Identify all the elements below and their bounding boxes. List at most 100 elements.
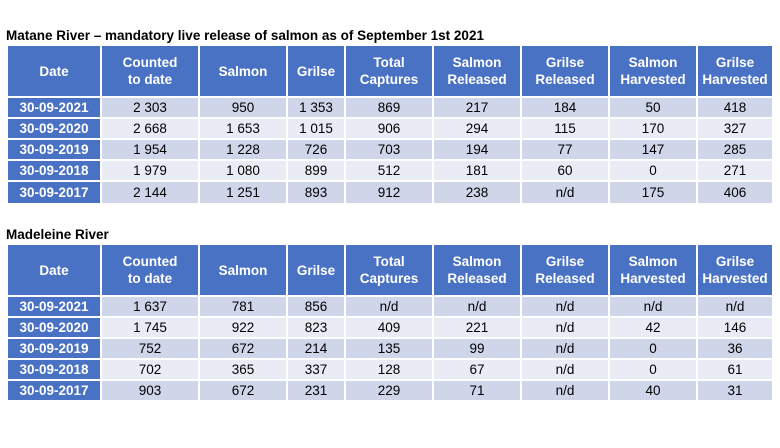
column-header: Grilse Harvested — [698, 46, 772, 96]
date-cell: 30-09-2017 — [8, 381, 100, 400]
column-header: Salmon Released — [434, 245, 520, 295]
date-cell: 30-09-2020 — [8, 119, 100, 138]
date-cell: 30-09-2018 — [8, 161, 100, 180]
column-header-text: Salmon — [218, 262, 268, 278]
table-cell: 175 — [610, 182, 696, 203]
column-header: Date — [8, 46, 100, 96]
table-cell: 31 — [698, 381, 772, 400]
column-header-text: Harvested — [702, 72, 768, 87]
table-cell: 922 — [200, 318, 286, 337]
table-cell: 327 — [698, 119, 772, 138]
column-header-text: Grilse — [296, 262, 336, 278]
column-header: Salmon — [200, 46, 286, 96]
date-cell: 30-09-2019 — [8, 339, 100, 358]
table-cell: n/d — [698, 297, 772, 316]
column-header-text: Salmon — [452, 55, 502, 70]
table-row: 30-09-2018 702 365 337 128 67 n/d 0 61 — [8, 360, 772, 379]
table-cell: 1 015 — [288, 119, 344, 138]
column-header: Grilse Released — [522, 46, 608, 96]
table-cell: 77 — [522, 140, 608, 159]
table-cell: 752 — [102, 339, 198, 358]
column-header-text: Released — [535, 72, 595, 87]
column-header-text: Counted — [122, 254, 178, 269]
column-header: Counted to date — [102, 245, 198, 295]
column-header: Salmon Harvested — [610, 245, 696, 295]
column-header: Grilse — [288, 245, 344, 295]
table-cell: n/d — [346, 297, 432, 316]
column-header: Grilse Released — [522, 245, 608, 295]
column-header-text: Salmon — [628, 254, 678, 269]
date-cell: 30-09-2017 — [8, 182, 100, 203]
table-cell: 365 — [200, 360, 286, 379]
table-cell: 36 — [698, 339, 772, 358]
column-header: Salmon Harvested — [610, 46, 696, 96]
table-cell: 409 — [346, 318, 432, 337]
table-cell: 903 — [102, 381, 198, 400]
table-row: 30-09-2019 1 954 1 228 726 703 194 77 147 285 — [8, 140, 772, 159]
table-cell: 726 — [288, 140, 344, 159]
table-row: 30-09-2017 2 144 1 251 893 912 238 n/d 175 406 — [8, 182, 772, 203]
table-row: 30-09-2021 1 637 781 856 n/d n/d n/d n/d n/d — [8, 297, 772, 316]
table-cell: 672 — [200, 339, 286, 358]
table-cell: n/d — [522, 318, 608, 337]
table-cell: 703 — [346, 140, 432, 159]
column-header-text: Total — [373, 254, 405, 269]
table-cell: 0 — [610, 339, 696, 358]
table-cell: 1 954 — [102, 140, 198, 159]
table-cell: 238 — [434, 182, 520, 203]
madeleine-table: Date Counted to date Salmon Grilse Total Captu… — [6, 243, 774, 402]
column-header: Grilse Harvested — [698, 245, 772, 295]
date-cell: 30-09-2020 — [8, 318, 100, 337]
column-header-text: Harvested — [620, 271, 686, 286]
table-cell: 0 — [610, 360, 696, 379]
column-header-text: Released — [535, 271, 595, 286]
table-cell: 135 — [346, 339, 432, 358]
table-cell: 2 144 — [102, 182, 198, 203]
table-cell: 50 — [610, 98, 696, 117]
column-header: Grilse — [288, 46, 344, 96]
date-cell: 30-09-2018 — [8, 360, 100, 379]
table-row: 30-09-2020 1 745 922 823 409 221 n/d 42 146 — [8, 318, 772, 337]
date-cell: 30-09-2019 — [8, 140, 100, 159]
table-cell: 2 668 — [102, 119, 198, 138]
column-header-text: Grilse — [545, 254, 585, 269]
column-header-text: Counted — [122, 55, 178, 70]
table-cell: 1 228 — [200, 140, 286, 159]
column-header: Total Captures — [346, 245, 432, 295]
table-cell: 115 — [522, 119, 608, 138]
table-cell: 856 — [288, 297, 344, 316]
matane-title: Matane River – mandatory live release of… — [6, 28, 484, 43]
table-cell: 71 — [434, 381, 520, 400]
table-cell: 217 — [434, 98, 520, 117]
table-cell: 1 979 — [102, 161, 198, 180]
table-cell: 337 — [288, 360, 344, 379]
table-cell: 893 — [288, 182, 344, 203]
column-header-text: to date — [127, 271, 173, 286]
column-header-text: Date — [39, 63, 69, 79]
table-cell: 181 — [434, 161, 520, 180]
table-cell: 147 — [610, 140, 696, 159]
header-row: Date Counted to date Salmon Grilse Total Captu… — [8, 46, 772, 96]
madeleine-title: Madeleine River — [6, 227, 109, 242]
table-cell: 869 — [346, 98, 432, 117]
column-header-text: Salmon — [628, 55, 678, 70]
table-cell: 231 — [288, 381, 344, 400]
table-cell: 99 — [434, 339, 520, 358]
column-header: Salmon — [200, 245, 286, 295]
table-cell: 214 — [288, 339, 344, 358]
column-header: Total Captures — [346, 46, 432, 96]
table-cell: n/d — [522, 297, 608, 316]
table-cell: 418 — [698, 98, 772, 117]
column-header-text: Captures — [359, 72, 419, 87]
table-cell: 67 — [434, 360, 520, 379]
table-cell: 906 — [346, 119, 432, 138]
table-cell: 899 — [288, 161, 344, 180]
column-header-text: Grilse — [715, 254, 755, 269]
column-header-text: Released — [447, 271, 507, 286]
column-header-text: Total — [373, 55, 405, 70]
table-cell: 294 — [434, 119, 520, 138]
table-cell: 1 637 — [102, 297, 198, 316]
table-cell: 60 — [522, 161, 608, 180]
column-header: Counted to date — [102, 46, 198, 96]
column-header-text: Harvested — [620, 72, 686, 87]
